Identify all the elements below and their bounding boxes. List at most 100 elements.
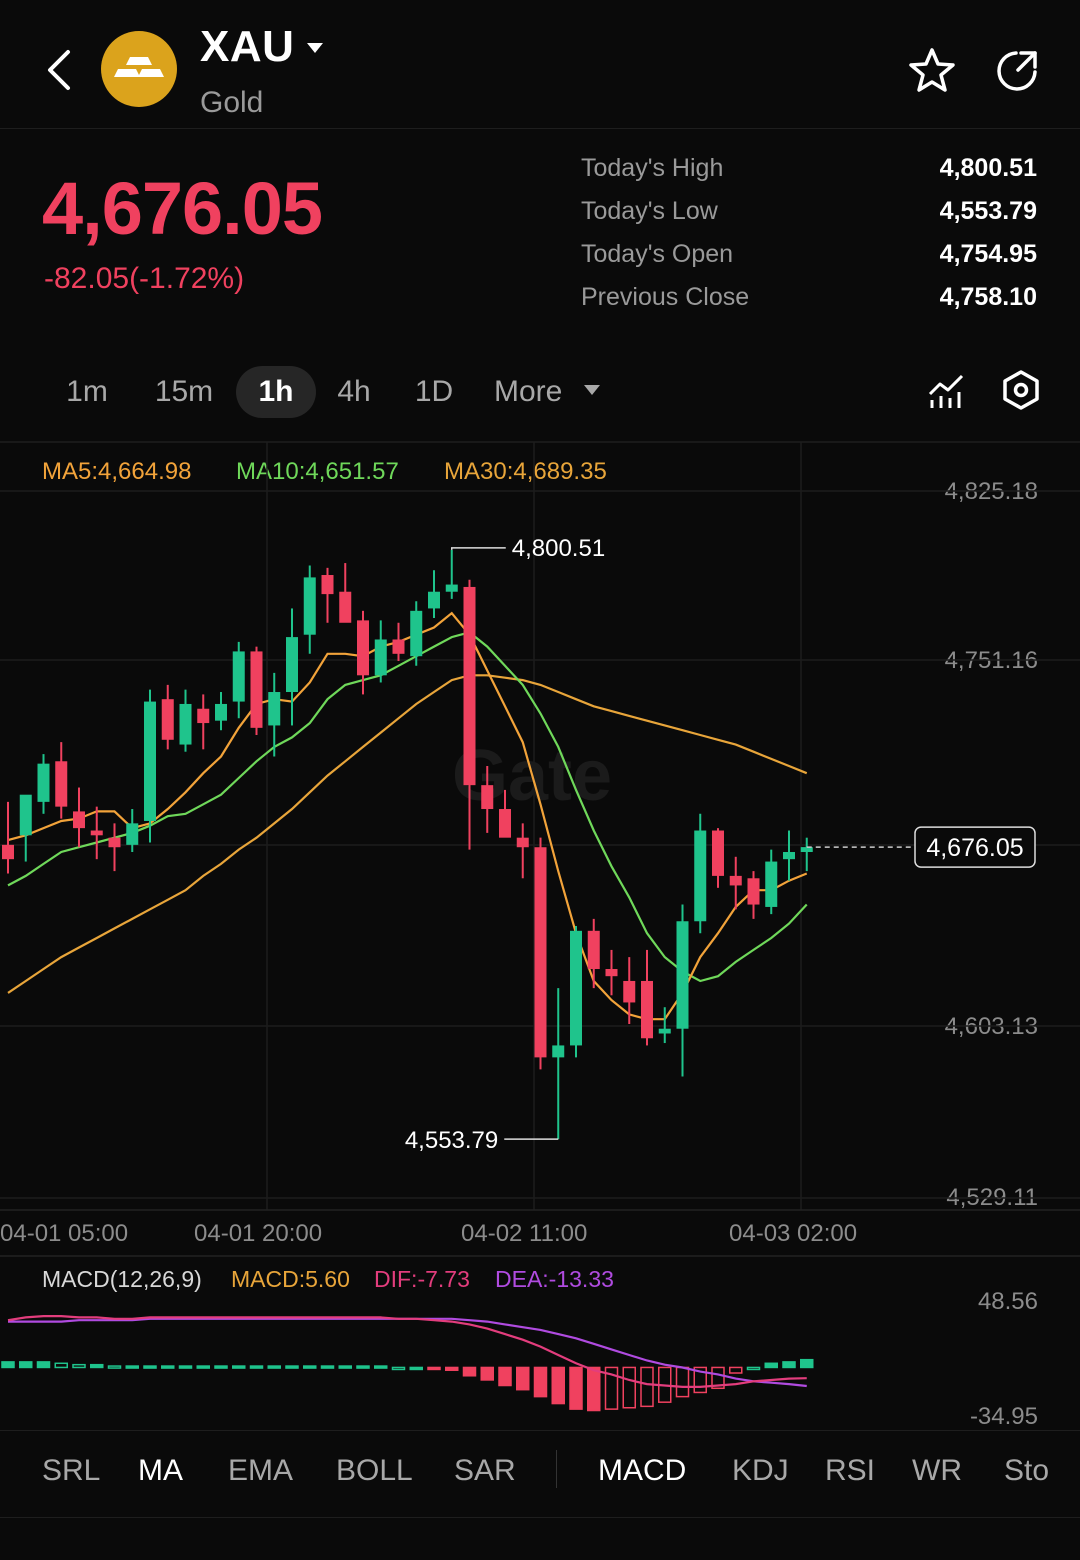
candle-body-37 — [658, 1028, 671, 1034]
candle-body-10 — [179, 703, 192, 745]
macd-y-bottom: -34.95 — [969, 1403, 1038, 1430]
candle-body-8 — [144, 701, 156, 821]
ma30-line — [7, 674, 808, 994]
stat-value-low: 4,553.79 — [939, 197, 1037, 225]
candle-body-14 — [250, 651, 263, 728]
candle-body-45 — [800, 847, 813, 853]
candle-body-5 — [90, 830, 103, 836]
stat-label-high: Today's High — [581, 154, 724, 182]
candle-body-33 — [587, 930, 600, 970]
indicator-chart-icon[interactable] — [924, 368, 968, 412]
macd-hist-bar-45 — [800, 1358, 814, 1369]
candle-body-36 — [641, 980, 653, 1039]
macd-hist-bar-21 — [374, 1365, 388, 1369]
x-tick-2: 04-01 20:00 — [194, 1220, 323, 1247]
ma5-legend: MA5:4,664.98 — [42, 458, 192, 485]
macd-hist-bar-9 — [161, 1365, 175, 1369]
macd-hist-bar-32 — [569, 1366, 583, 1410]
candle-body-40 — [712, 830, 724, 876]
candle-body-38 — [676, 921, 689, 1029]
dif-line — [7, 1314, 807, 1389]
candle-body-19 — [339, 591, 352, 623]
macd-hist-bar-34 — [604, 1366, 619, 1410]
tab-srl[interactable]: SRL — [42, 1454, 101, 1487]
caret-down-icon[interactable] — [305, 40, 325, 56]
candle-body-2 — [37, 763, 50, 802]
macd-hist-bar-41 — [729, 1366, 743, 1374]
timeframe-15m[interactable]: 15m — [154, 375, 214, 408]
macd-hist-bar-19 — [338, 1365, 352, 1369]
tab-ema[interactable]: EMA — [228, 1454, 294, 1487]
macd-hist-bar-26 — [462, 1366, 477, 1377]
tab-boll[interactable]: BOLL — [336, 1454, 413, 1487]
candle-body-12 — [215, 703, 227, 721]
tab-ma[interactable]: MA — [138, 1454, 183, 1487]
candle-body-41 — [729, 875, 742, 886]
ma30-legend: MA30:4,689.35 — [444, 458, 607, 485]
favorite-star-icon[interactable] — [907, 46, 957, 96]
candle-body-27 — [481, 785, 494, 810]
candle-body-0 — [2, 844, 14, 860]
candle-body-29 — [516, 837, 529, 848]
back-arrow-icon[interactable] — [40, 46, 80, 94]
tab-rsi[interactable]: RSI — [825, 1454, 876, 1487]
macd-hist-bar-4 — [72, 1363, 86, 1369]
share-icon[interactable] — [992, 46, 1042, 96]
macd-hist-bar-39 — [693, 1366, 707, 1394]
candle-body-23 — [410, 610, 423, 657]
asset-name: Gold — [200, 86, 264, 119]
watermark-logo: Gate — [452, 736, 612, 816]
candle-body-7 — [126, 823, 139, 845]
timeframe-4h[interactable]: 4h — [337, 375, 371, 408]
timeframe-1m[interactable]: 1m — [66, 375, 108, 408]
candle-body-26 — [463, 586, 476, 786]
timeframe-1d[interactable]: 1D — [414, 375, 454, 408]
tab-sar[interactable]: SAR — [454, 1454, 516, 1487]
macd-hist-bar-38 — [675, 1366, 690, 1398]
macd-hist-bar-1 — [19, 1361, 33, 1369]
macd-hist-bar-12 — [214, 1365, 228, 1369]
tab-sto[interactable]: Sto — [1004, 1454, 1050, 1487]
x-tick-3: 04-02 11:00 — [461, 1220, 588, 1247]
macd-hist-bar-27 — [480, 1366, 494, 1381]
stat-value-high: 4,800.51 — [939, 154, 1037, 182]
tab-wr[interactable]: WR — [912, 1454, 962, 1487]
tab-divider — [556, 1450, 557, 1488]
macd-hist-bar-11 — [196, 1365, 210, 1369]
macd-hist-bar-30 — [533, 1366, 548, 1398]
candle-body-1 — [19, 794, 32, 836]
candle-body-6 — [108, 837, 121, 848]
x-tick-1: 04-01 05:00 — [0, 1220, 129, 1247]
candle-body-17 — [303, 577, 316, 635]
macd-hist-bar-20 — [356, 1365, 370, 1369]
stat-label-prev-close: Previous Close — [581, 283, 750, 311]
last-price-tag: 4,676.05 — [926, 834, 1023, 862]
macd-hist-bar-25 — [445, 1366, 459, 1371]
top-bar: XAU Gold — [0, 0, 1080, 129]
candle-body-35 — [623, 980, 636, 1003]
candle-body-34 — [605, 969, 618, 977]
macd-hist-bar-44 — [782, 1361, 796, 1369]
last-price: 4,676.05 — [42, 167, 323, 250]
gold-logo-icon — [101, 31, 177, 107]
high-marker-label: 4,800.51 — [512, 535, 605, 562]
tab-macd[interactable]: MACD — [598, 1454, 687, 1487]
chart-settings-gear-icon[interactable] — [999, 368, 1043, 412]
more-caret-down-icon[interactable] — [582, 382, 602, 398]
indicator-tab-bar — [0, 1430, 1080, 1518]
ma10-line — [7, 631, 808, 983]
high-marker-line — [451, 547, 506, 550]
dif-value-legend: DIF:-7.73 — [374, 1266, 470, 1292]
y-tick-3: 4,603.13 — [944, 1013, 1038, 1040]
candle-body-20 — [357, 620, 369, 676]
y-tick-1: 4,825.18 — [944, 478, 1038, 505]
y-tick-4: 4,529.11 — [946, 1184, 1038, 1211]
tab-kdj[interactable]: KDJ — [732, 1454, 789, 1487]
macd-hist-bar-24 — [427, 1366, 441, 1371]
macd-hist-bar-29 — [516, 1366, 530, 1391]
macd-hist-bar-15 — [267, 1365, 281, 1369]
timeframe-more[interactable]: More — [494, 375, 563, 408]
timeframe-1h[interactable]: 1h — [236, 366, 316, 418]
macd-hist-bar-37 — [658, 1366, 672, 1403]
asset-symbol[interactable]: XAU — [200, 22, 295, 71]
